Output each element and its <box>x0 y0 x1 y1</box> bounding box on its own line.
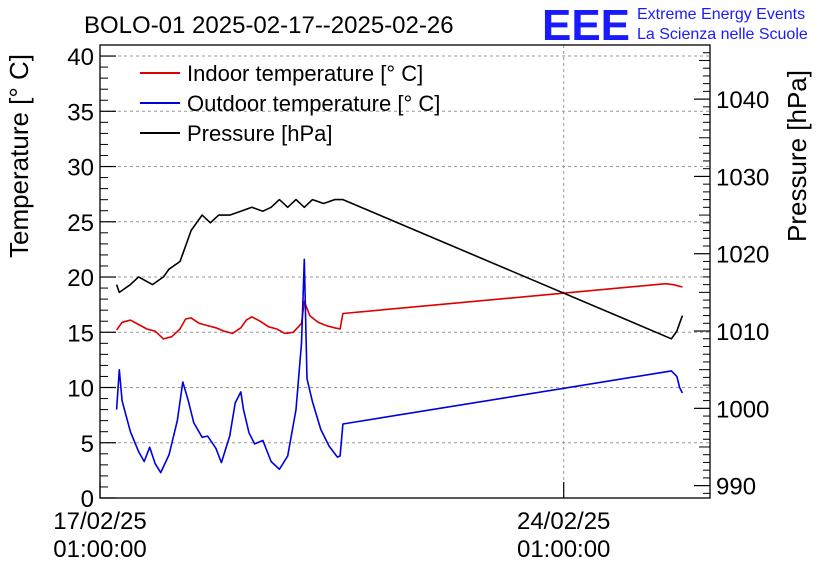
y-tick-label: 30 <box>67 155 94 182</box>
y-tick-label: 15 <box>67 320 94 347</box>
y-tick-label: 20 <box>67 265 94 292</box>
y2-axis-label: Pressure [hPa] <box>782 70 812 242</box>
legend-label-outdoor: Outdoor temperature [° C] <box>187 91 440 116</box>
y2-tick-label: 1010 <box>716 319 769 346</box>
eee-logo-letters: EEE <box>542 1 630 50</box>
plot-frame <box>99 44 711 499</box>
axis-ticks: 0 5 10 15 20 25 30 35 40 990 1000 1010 1020 1030 1040 1… <box>53 44 769 563</box>
legend: Indoor temperature [° C] Outdoor tempera… <box>140 61 440 146</box>
x-tick-label-time: 01:00:00 <box>53 536 146 563</box>
y-tick-label: 10 <box>67 376 94 403</box>
y2-tick-label: 990 <box>716 474 756 501</box>
y-tick-label: 0 <box>81 486 94 513</box>
x-tick-label: 24/02/25 <box>517 508 610 535</box>
y2-tick-label: 1000 <box>716 396 769 423</box>
series-line-1 <box>115 282 683 340</box>
logo-line-1: Extreme Energy Events <box>637 6 805 23</box>
series-line-3 <box>115 198 684 340</box>
y2-tick-label: 1020 <box>716 242 769 269</box>
y-tick-label: 5 <box>81 431 94 458</box>
series-group <box>115 198 684 474</box>
y-tick-label: 40 <box>67 44 94 71</box>
y-axis-label: Temperature [° C] <box>4 54 34 258</box>
legend-label-indoor: Indoor temperature [° C] <box>187 61 423 86</box>
x-tick-label: 17/02/25 <box>53 508 146 535</box>
y2-tick-label: 1040 <box>716 87 769 114</box>
y2-tick-label: 1030 <box>716 164 769 191</box>
y-tick-label: 25 <box>67 210 94 237</box>
legend-label-pressure: Pressure [hPa] <box>187 121 333 146</box>
series-line-2 <box>115 258 684 474</box>
x-tick-label-time: 01:00:00 <box>517 536 610 563</box>
eee-logo: EEE Extreme Energy Events La Scienza nel… <box>542 1 808 50</box>
logo-line-2: La Scienza nelle Scuole <box>637 26 808 43</box>
chart-title: BOLO-01 2025-02-17--2025-02-26 <box>84 12 454 39</box>
y-tick-label: 35 <box>67 99 94 126</box>
